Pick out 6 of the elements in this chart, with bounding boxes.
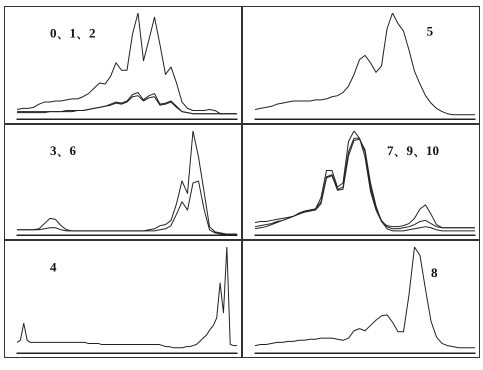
annotation: 5 [426, 23, 434, 38]
annotation: 4 [50, 260, 57, 275]
annotation: 8 [431, 264, 438, 280]
annotation: 7、9、10 [387, 143, 439, 158]
annotation: 3、6 [50, 143, 76, 158]
annotation: 0、1、2 [50, 26, 96, 41]
